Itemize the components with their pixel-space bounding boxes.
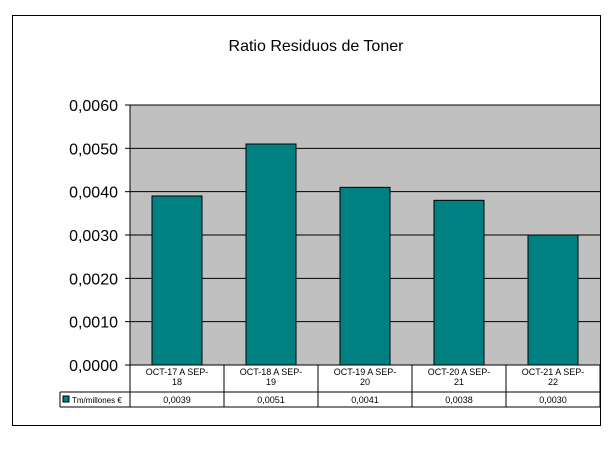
data-table-value: 0,0051: [257, 395, 285, 405]
y-tick-label: 0,0010: [69, 315, 118, 332]
y-tick-label: 0,0060: [69, 98, 118, 115]
data-table-value: 0,0038: [445, 395, 473, 405]
data-table-value: 0,0041: [351, 395, 379, 405]
y-tick-label: 0,0000: [69, 358, 118, 375]
bar: [527, 234, 579, 366]
x-category-label: 21: [454, 377, 464, 387]
y-tick-label: 0,0040: [69, 185, 118, 202]
y-tick-label: 0,0050: [69, 141, 118, 158]
x-category-label: OCT-21 A SEP-: [522, 367, 585, 377]
legend-label: Tm/millones €: [72, 396, 122, 405]
data-table-value: 0,0039: [163, 395, 191, 405]
chart-title: Ratio Residuos de Toner: [229, 38, 405, 55]
y-tick-label: 0,0030: [69, 228, 118, 245]
x-category-label: OCT-20 A SEP-: [428, 367, 491, 377]
legend-key: [62, 395, 70, 403]
x-category-label: 18: [172, 377, 182, 387]
bar: [245, 143, 297, 366]
x-category-label: 19: [266, 377, 276, 387]
bar: [151, 195, 203, 366]
x-category-label: 22: [548, 377, 558, 387]
x-category-label: OCT-17 A SEP-: [146, 367, 209, 377]
x-category-label: OCT-19 A SEP-: [334, 367, 397, 377]
y-tick-label: 0,0020: [69, 271, 118, 288]
bar: [433, 199, 485, 366]
x-category-label: OCT-18 A SEP-: [240, 367, 303, 377]
data-table-value: 0,0030: [539, 395, 567, 405]
bar: [339, 186, 391, 366]
x-category-label: 20: [360, 377, 370, 387]
